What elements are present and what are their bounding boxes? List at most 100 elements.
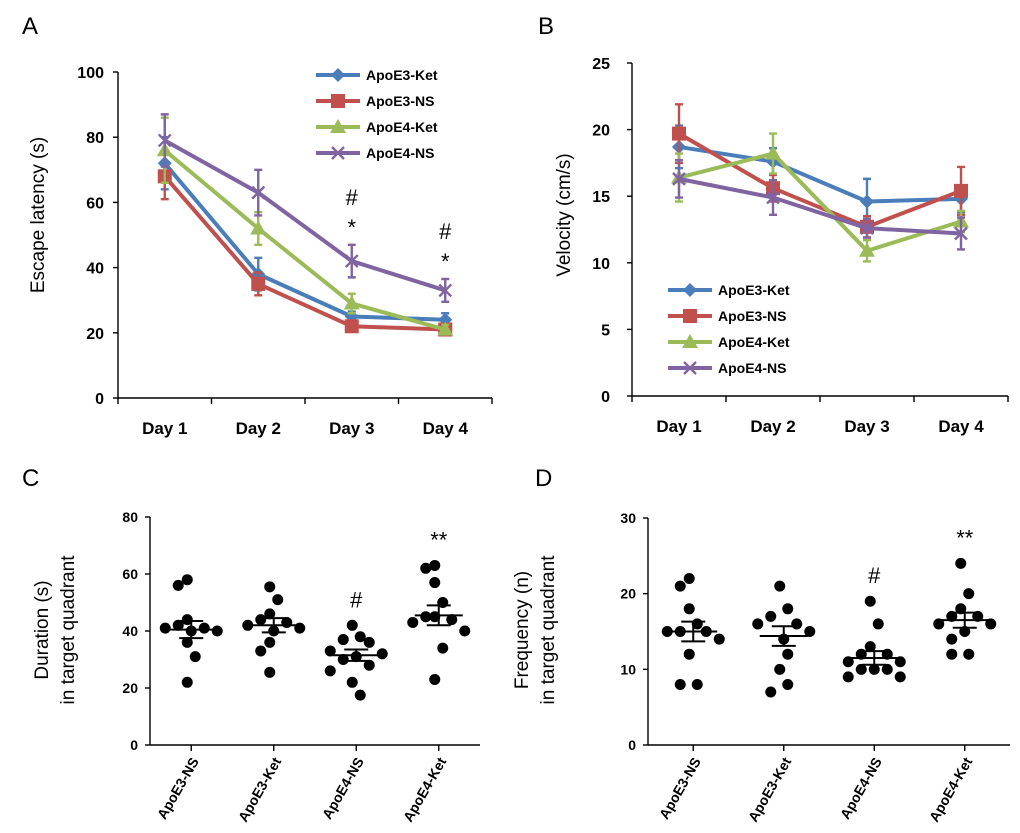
panel-a-series-line — [163, 138, 446, 293]
panel-d-ylabel: Frequency (n) — [512, 571, 533, 689]
panel-label-d: D — [535, 465, 552, 492]
panel-b-y-tick-label: 5 — [601, 322, 610, 339]
panel-d-data-point — [782, 603, 794, 615]
panel-a-data-point — [157, 133, 172, 148]
panel-a-y-tick-label: 0 — [95, 391, 104, 408]
panel-d-sem-bar — [862, 650, 887, 666]
panel-a-ylabel: Escape latency (s) — [28, 137, 49, 293]
panel-c-data-point — [346, 676, 358, 688]
panel-d-data-point — [842, 671, 854, 683]
panel-c-data-point — [264, 608, 276, 620]
panel-d-data-point — [683, 603, 695, 615]
panel-d-data-point — [674, 678, 686, 690]
panel-a-significance-hash: # — [439, 219, 452, 244]
panel-b-y-tick-label: 25 — [592, 56, 610, 73]
panel-c-data-point — [242, 619, 254, 631]
panel-a-data-point — [251, 276, 266, 291]
panel-c-data-point — [459, 625, 471, 637]
panel-b-x-tick-label: Day 1 — [656, 417, 701, 436]
panel-d-data-point — [804, 626, 816, 637]
panel-a-data-point — [250, 220, 267, 235]
panel-label-b: B — [538, 13, 554, 40]
panel-d-data-point — [894, 671, 906, 683]
panel-b-ylabel: Velocity (cm/s) — [554, 153, 575, 277]
panel-c-x-tick-label: ApoE3-Ket — [235, 754, 285, 824]
panel-label-a: A — [22, 13, 38, 40]
panel-c-data-point — [211, 625, 223, 637]
panel-c-data-point — [354, 689, 366, 701]
panel-d-data-point — [881, 663, 893, 675]
panel-b-legend-label: ApoE3-Ket — [718, 282, 790, 298]
panel-d-data-point — [985, 618, 997, 630]
panel-label-c: C — [22, 465, 39, 492]
panel-d-data-point — [872, 618, 884, 630]
panel-d-data-point — [752, 618, 764, 630]
panel-a-x-tick-label: Day 1 — [142, 419, 187, 438]
panel-a-data-point — [344, 254, 359, 268]
panel-b-line-chart: 0 5 10 15 20 25 Day 1 Day 2 Day 3 Day 4 ApoE3-Ket A… — [592, 56, 1009, 436]
panel-a-legend-label: ApoE3-NS — [366, 93, 434, 109]
panel-d-data-point — [963, 648, 975, 660]
panel-c-data-point — [181, 574, 193, 586]
panel-d-data-point — [894, 656, 906, 668]
panel-c-data-point — [172, 619, 184, 631]
panel-c-significance-mark: # — [350, 587, 363, 612]
panel-c-sem-bar — [261, 617, 286, 634]
panel-d-y-tick-label: 20 — [620, 586, 636, 602]
panel-a-y-tick-label: 20 — [86, 326, 104, 343]
panel-a-legend-marker — [331, 146, 345, 160]
panel-c-data-point — [429, 577, 441, 589]
panel-c-data-point — [198, 622, 210, 634]
panel-c-x-tick-label: ApoE4-NS — [319, 755, 367, 822]
panel-d-x-tick-label: ApoE4-Ket — [926, 754, 976, 824]
panel-c-sem-bar — [179, 620, 204, 640]
panel-c-sem-bar — [426, 604, 451, 627]
panel-d-data-point — [661, 626, 673, 637]
panel-d-y-tick-label: 0 — [628, 737, 636, 753]
panel-c-y-tick-label: 40 — [122, 623, 138, 639]
panel-c-data-point — [181, 676, 193, 688]
panel-c-data-point — [189, 651, 201, 663]
panel-a-data-point — [251, 185, 266, 200]
panel-d-data-point — [946, 633, 958, 645]
panel-c-data-point — [354, 631, 366, 643]
panel-c-data-point — [264, 636, 276, 648]
panel-b-series-line — [678, 144, 962, 204]
panel-b-y-tick-label: 15 — [592, 189, 610, 206]
panel-a-significance-hash: # — [346, 185, 359, 210]
panel-c-data-point — [272, 594, 284, 606]
panel-a-x-tick-label: Day 3 — [329, 419, 374, 438]
panel-b-data-point — [954, 226, 968, 241]
panel-a-y-tick-label: 80 — [86, 130, 104, 147]
panel-a-x-tick-label: Day 2 — [236, 419, 281, 438]
panel-a-significance-star: * — [347, 215, 356, 240]
panel-c-data-point — [407, 616, 419, 628]
panel-c-data-point — [420, 611, 432, 623]
panel-d-data-point — [864, 595, 876, 607]
panel-c-data-point — [446, 614, 458, 626]
panel-c-ylabel-2: in target quadrant — [58, 555, 79, 705]
panel-c-data-point — [172, 579, 184, 591]
panel-c-data-point — [346, 619, 358, 631]
panel-a-legend-label: ApoE4-NS — [366, 145, 434, 161]
panel-d-data-point — [864, 641, 876, 653]
panel-c-x-tick-label: ApoE4-Ket — [400, 754, 450, 824]
panel-d-data-point — [691, 678, 703, 690]
panel-d-data-point — [791, 618, 803, 630]
panel-d-data-point — [963, 588, 975, 600]
panel-c-y-tick-label: 60 — [122, 566, 138, 582]
panel-b-legend-label: ApoE4-NS — [718, 360, 786, 376]
panel-a-legend-marker — [331, 94, 345, 108]
panel-b-data-point — [954, 183, 968, 198]
panel-d-y-tick-label: 30 — [620, 510, 636, 526]
panel-a-y-tick-label: 60 — [86, 195, 104, 212]
panel-d-ylabel-2: in target quadrant — [538, 555, 559, 705]
panel-c-data-point — [363, 636, 375, 648]
panel-b-x-tick-label: Day 2 — [750, 417, 795, 436]
panel-d-data-point — [946, 648, 958, 660]
panel-d-x-tick-label: ApoE3-Ket — [745, 754, 795, 824]
panel-d-y-tick-label: 10 — [620, 661, 636, 677]
panel-a-y-tick-label: 100 — [77, 65, 104, 82]
panel-c-data-point — [181, 636, 193, 648]
